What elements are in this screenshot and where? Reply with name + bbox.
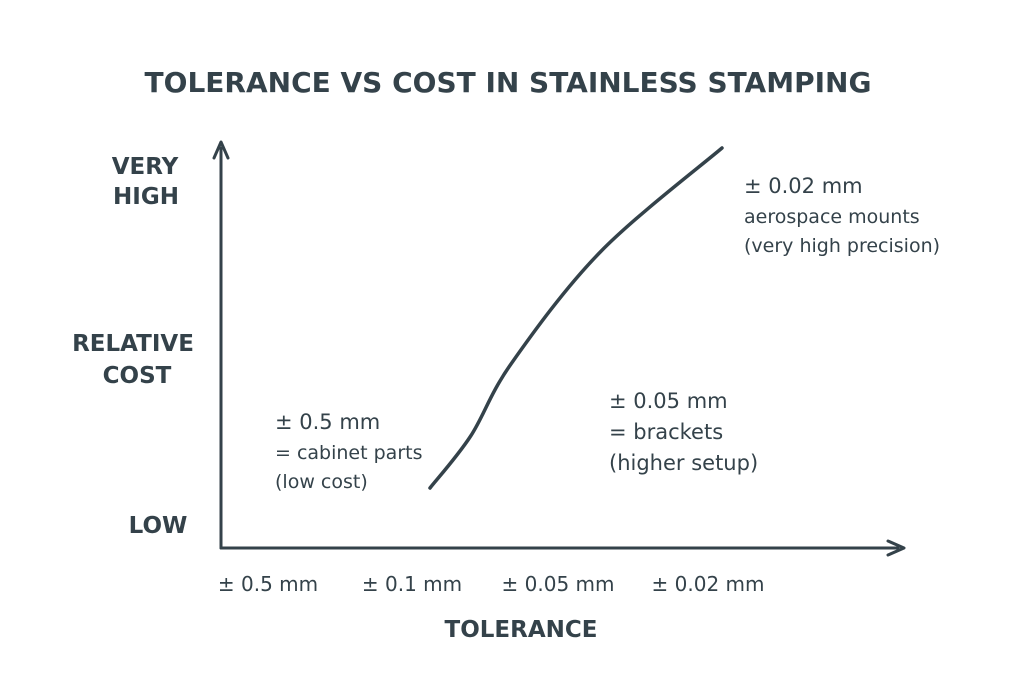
y-axis-label-line-2: COST	[103, 363, 172, 389]
x-axis-arrow	[886, 539, 906, 557]
y-level-low: LOW	[129, 513, 188, 539]
y-level-very-high-line-1: VERY	[112, 154, 179, 180]
annotation-mid-line-1: ± 0.05 mm	[609, 389, 728, 413]
annotation-high-line-3: (very high precision)	[744, 235, 940, 257]
cost-curve	[428, 146, 724, 490]
annotation-low-line-2: = cabinet parts	[275, 442, 422, 464]
y-axis-arrow	[212, 140, 230, 160]
x-tick-label-0: ± 0.5 mm	[218, 572, 318, 596]
x-tick-label-3: ± 0.02 mm	[652, 572, 765, 596]
annotation-low-line-3: (low cost)	[275, 471, 368, 493]
annotation-high-line-1: ± 0.02 mm	[744, 174, 863, 198]
x-axis-label: TOLERANCE	[445, 617, 598, 643]
annotation-mid-line-3: (higher setup)	[609, 451, 758, 475]
annotation-high-line-2: aerospace mounts	[744, 206, 920, 228]
y-level-very-high-line-2: HIGH	[113, 184, 179, 210]
y-axis-label-line-1: RELATIVE	[72, 331, 194, 357]
annotation-mid-line-2: = brackets	[609, 420, 723, 444]
x-tick-label-2: ± 0.05 mm	[502, 572, 615, 596]
annotation-low-line-1: ± 0.5 mm	[275, 410, 380, 434]
x-tick-label-1: ± 0.1 mm	[362, 572, 462, 596]
annotation-low: ± 0.5 mm = cabinet parts (low cost)	[275, 410, 422, 493]
annotation-high: ± 0.02 mm aerospace mounts (very high pr…	[744, 174, 940, 257]
chart-title: TOLERANCE VS COST IN STAINLESS STAMPING	[145, 66, 872, 99]
annotation-mid: ± 0.05 mm = brackets (higher setup)	[609, 389, 758, 475]
